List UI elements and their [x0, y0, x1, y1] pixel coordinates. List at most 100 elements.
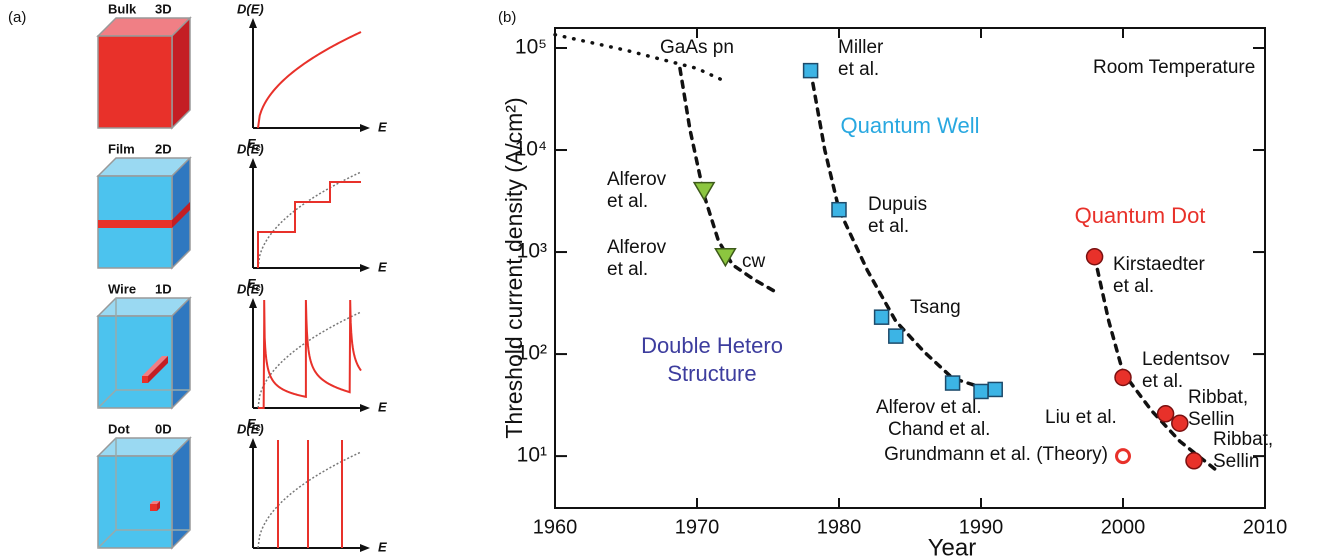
origin-label: E [247, 276, 256, 291]
wire [148, 356, 168, 383]
point-label: Tsang [910, 297, 961, 318]
triangle-marker [692, 181, 716, 202]
series-label: Quantum Well [840, 113, 980, 138]
hidden-edge [97, 389, 117, 409]
y-axis-label: D(E) [237, 1, 264, 16]
film-layer [172, 202, 190, 228]
row-title: Wire [108, 281, 136, 296]
y-tick-label: 10¹ [517, 444, 547, 467]
point-label: Miller [838, 37, 884, 58]
x-tick-label: 1990 [959, 516, 1004, 538]
x-axis-title: Year [928, 534, 977, 559]
row-dimension: 2D [155, 141, 172, 156]
square-marker [944, 375, 961, 391]
series-label-text: Double Hetero Structure [641, 333, 783, 386]
circle-marker [1171, 414, 1189, 432]
y-axis-label: D(E) [237, 421, 264, 436]
fit-curve [553, 32, 728, 84]
point-label: Grundmann et al. (Theory) [884, 444, 1108, 465]
series-label-text: Quantum Dot [1074, 203, 1206, 228]
row-title: Dot [108, 421, 130, 436]
dos-curve [258, 299, 362, 409]
x-axis-label: E [378, 399, 387, 414]
row-dimension: 0D [155, 421, 172, 436]
point-label: et al. [838, 59, 879, 80]
point-label: Alferov et al. [876, 397, 982, 418]
fit-curve [808, 68, 990, 392]
circle-marker [1114, 368, 1132, 387]
dos-curve [257, 181, 361, 268]
axis-arrow [249, 18, 257, 28]
axis-arrow [360, 404, 370, 412]
cube-side [171, 436, 191, 550]
square-marker [831, 201, 847, 218]
y-axis-label: D(E) [237, 141, 264, 156]
y-tick-label: 10⁴ [515, 138, 547, 161]
origin-label: E [247, 136, 256, 151]
x-tick-label: 1960 [533, 516, 578, 538]
panel-label: (a) [8, 9, 26, 26]
point-label: Chand et al. [888, 419, 990, 440]
point-label: Kirstaedter [1113, 254, 1206, 275]
series-label-text: Quantum Well [840, 113, 980, 138]
point-label: Sellin [1188, 409, 1234, 430]
film-layer [98, 220, 172, 228]
square-marker [802, 62, 819, 79]
cube-side [171, 296, 191, 410]
origin-subscript: c [256, 143, 261, 153]
square-marker [987, 381, 1003, 398]
axis-arrow [249, 438, 257, 448]
fit-curve [1092, 254, 1218, 472]
annotation: GaAs pn [660, 37, 734, 58]
dot [150, 501, 160, 504]
x-axis-label: E [378, 539, 387, 554]
circle-marker [1156, 405, 1175, 423]
dot [150, 504, 157, 511]
circle-marker [1085, 247, 1104, 266]
cube-side [171, 16, 191, 130]
wire [142, 356, 168, 376]
origin-subscript: c [256, 283, 261, 293]
row-title: Film [108, 141, 135, 156]
dos-reference [257, 311, 362, 409]
x-axis-label: E [378, 119, 387, 134]
axis-arrow [360, 544, 370, 552]
series-label: Quantum Dot [1074, 203, 1206, 228]
x-tick-label: 2010 [1243, 516, 1288, 538]
dot [157, 501, 160, 511]
origin-label: E [247, 416, 256, 431]
open-circle-marker [1115, 448, 1131, 465]
point-label: et al. [868, 216, 909, 237]
circle-marker [1185, 452, 1203, 470]
point-label: Alferov [607, 237, 667, 258]
origin-label: Ec [247, 416, 261, 433]
point-label: Ledentsov [1142, 349, 1230, 370]
series-label: Double Hetero Structure [641, 333, 783, 386]
axis-arrow [360, 264, 370, 272]
origin-label: Ec [247, 556, 261, 559]
annotation: Room Temperature [1093, 57, 1255, 78]
point-label: et al. [607, 191, 648, 212]
square-marker [973, 383, 989, 400]
row-dimension: 3D [155, 1, 172, 16]
fit-curve [678, 66, 777, 294]
origin-label: Ec [247, 276, 261, 293]
y-tick-label: 10³ [517, 240, 547, 263]
dos-reference [257, 171, 362, 269]
origin-label: E [247, 556, 256, 559]
y-axis-title: Threshold current density (A/cm²) [501, 97, 527, 438]
x-tick-label: 1970 [675, 516, 720, 538]
hidden-edge [97, 529, 117, 549]
point-label: Ribbat, [1188, 387, 1248, 408]
point-label: et al. [1113, 276, 1154, 297]
axis-arrow [249, 298, 257, 308]
point-label: Sellin [1213, 451, 1259, 472]
row-dimension: 1D [155, 281, 172, 296]
point-label: Dupuis [868, 194, 927, 215]
x-axis-label: E [378, 259, 387, 274]
square-marker [888, 328, 904, 344]
cube-front [97, 455, 173, 549]
x-tick-label: 2000 [1101, 516, 1146, 538]
square-marker [873, 309, 890, 325]
